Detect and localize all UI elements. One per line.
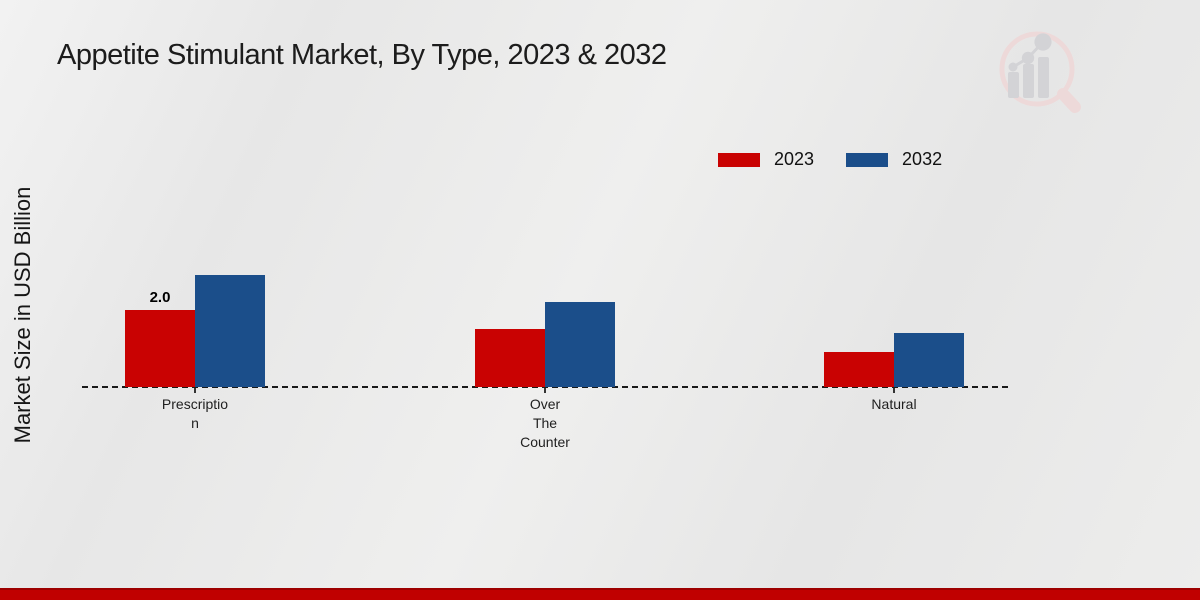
- legend-swatch-2032: [846, 152, 889, 167]
- data-label-2023-prescription: 2.0: [149, 289, 171, 306]
- bar-2032-natural: [894, 333, 964, 387]
- bar-2023-over-the-counter: [475, 329, 545, 387]
- footer-accent-bar: [0, 588, 1200, 600]
- bar-2023-prescription: [125, 310, 195, 387]
- legend-swatch-2023: [718, 152, 760, 167]
- brand-logo-icon: [999, 31, 1081, 113]
- x-axis-baseline: [82, 386, 1008, 388]
- magnifier-ring-icon: [999, 31, 1081, 113]
- legend-item-2023: 2023: [718, 149, 814, 170]
- chart-title: Appetite Stimulant Market, By Type, 2023…: [57, 39, 667, 71]
- x-axis-tick: [544, 388, 546, 393]
- bar-2032-over-the-counter: [545, 302, 615, 387]
- bar-2032-prescription: [195, 275, 265, 387]
- x-axis-label-over-the-counter: Over The Counter: [520, 396, 570, 450]
- x-axis-label-prescription: Prescriptio n: [161, 396, 229, 431]
- bar-2023-natural: [824, 352, 894, 387]
- legend-item-2032: 2032: [846, 149, 942, 170]
- legend-label-2023: 2023: [774, 149, 815, 169]
- legend: 2023 2032: [718, 149, 942, 170]
- x-axis-tick: [893, 388, 895, 393]
- legend-label-2032: 2032: [902, 149, 943, 169]
- x-axis-label-natural: Natural: [871, 396, 917, 412]
- x-axis-tick: [194, 388, 196, 393]
- bar-chart-glyph-icon: [1008, 33, 1052, 98]
